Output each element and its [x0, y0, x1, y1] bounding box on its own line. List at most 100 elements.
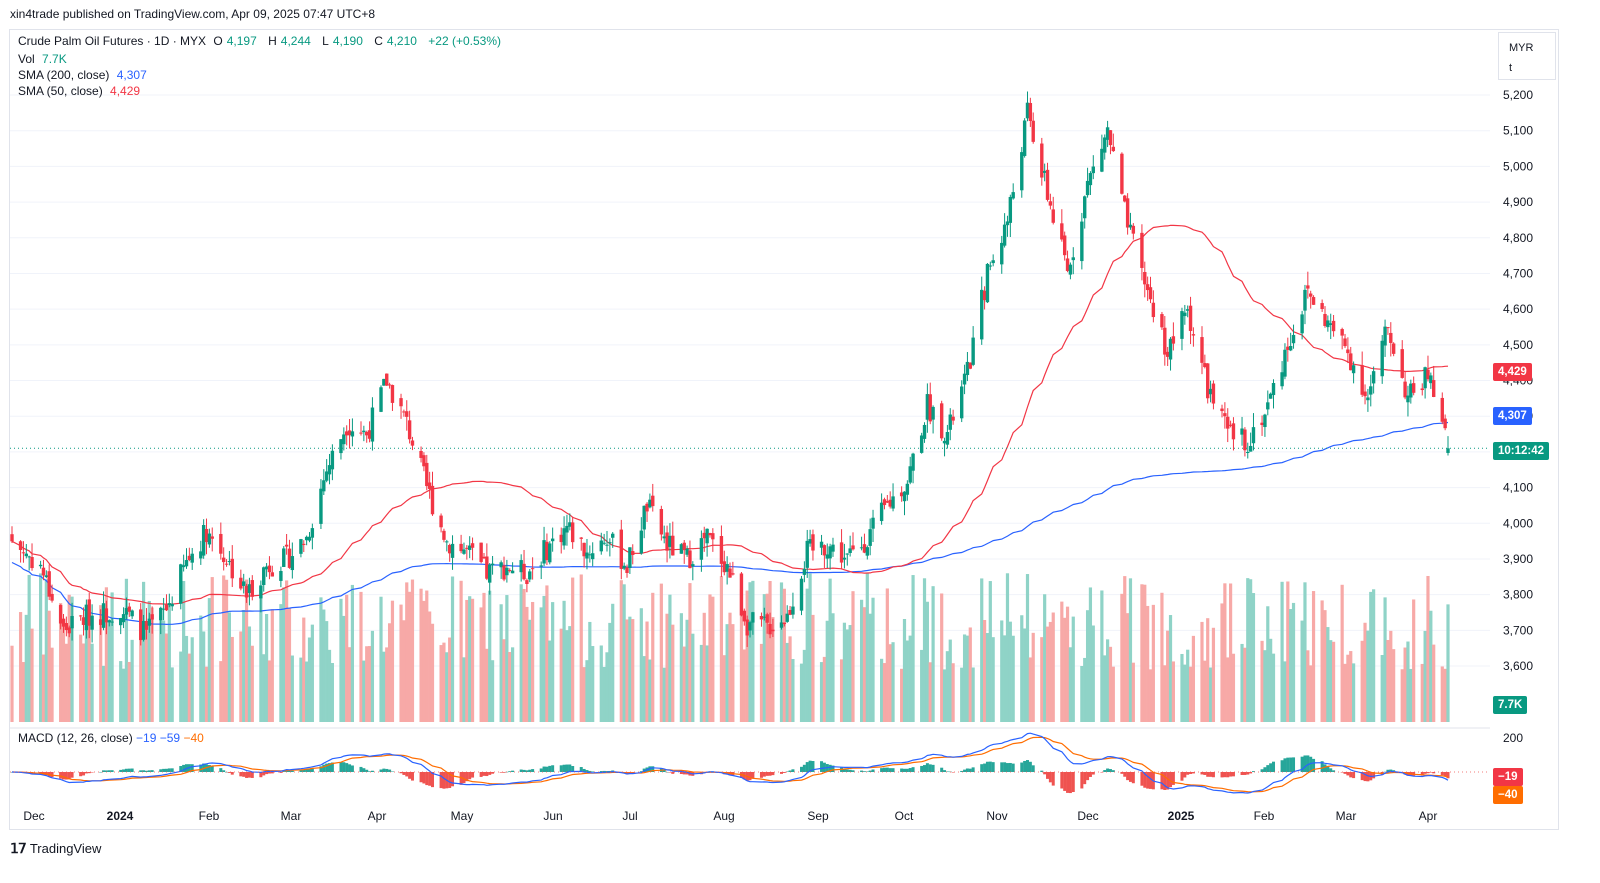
y-tick-label: 4,700: [1503, 266, 1533, 280]
volume-bar: [685, 619, 689, 722]
candle-body: [67, 627, 71, 634]
candle-body: [982, 290, 987, 301]
volume-bar: [425, 590, 429, 722]
candle-body: [888, 499, 892, 507]
volume-bar: [459, 580, 463, 722]
footer-brand[interactable]: 𝟣𝟩 TradingView: [10, 840, 101, 857]
volume-bar: [971, 667, 975, 722]
macd-histogram-bar: [1363, 772, 1367, 782]
volume-bar: [439, 645, 443, 722]
candle-body: [659, 508, 664, 535]
volume-bar: [39, 573, 43, 722]
macd-histogram-bar: [1432, 772, 1436, 774]
candle-body: [899, 492, 904, 497]
candle-body: [1366, 397, 1370, 401]
candle-body: [247, 584, 252, 593]
volume-bar: [47, 610, 51, 722]
candle-body: [739, 573, 744, 616]
volume-bar: [728, 612, 732, 722]
macd-histogram-bar: [1289, 757, 1293, 772]
macd-histogram-bar: [310, 768, 314, 772]
candle-body: [1286, 346, 1290, 350]
volume-bar: [925, 601, 929, 722]
volume-bar: [1040, 637, 1044, 722]
volume-bar: [130, 639, 134, 722]
volume-bar: [322, 609, 326, 722]
candle-body: [568, 522, 572, 527]
volume-bar: [545, 585, 549, 722]
candle-body: [1243, 429, 1247, 451]
volume-bar: [788, 636, 792, 722]
macd-histogram-bar: [1025, 760, 1029, 772]
macd-histogram-bar: [1106, 768, 1110, 772]
volume-bar: [419, 588, 423, 722]
volume-bar: [1000, 620, 1004, 722]
macd-legend[interactable]: MACD (12, 26, close) −19 −59 −40: [18, 731, 204, 745]
macd-histogram-bar: [1083, 772, 1087, 785]
sma50-price-badge: 4,429: [1493, 363, 1532, 381]
candle-body: [1351, 365, 1356, 374]
macd-histogram-bar: [385, 768, 389, 772]
macd-histogram-bar: [571, 766, 575, 772]
macd-histogram-bar: [370, 770, 374, 772]
volume-bar: [819, 662, 824, 722]
symbol-name[interactable]: Crude Palm Oil Futures · 1D · MYX: [18, 34, 207, 48]
candle-body: [822, 545, 827, 556]
macd-histogram-bar: [842, 768, 846, 772]
volume-bar: [1048, 621, 1052, 722]
volume-legend[interactable]: Vol 7.7K: [18, 52, 71, 66]
volume-bar: [1071, 616, 1075, 722]
volume-bar: [599, 645, 603, 722]
volume-bar: [448, 637, 452, 722]
volume-bar: [1166, 630, 1170, 722]
candle-body: [1223, 413, 1227, 417]
volume-bar: [811, 614, 815, 722]
candle-body: [1263, 414, 1267, 428]
macd-histogram-bar: [1171, 772, 1175, 785]
currency-selector[interactable]: MYR t: [1498, 32, 1556, 80]
volume-bar: [319, 597, 323, 722]
symbol-legend[interactable]: Crude Palm Oil Futures · 1D · MYX O 4,197…: [18, 34, 505, 48]
macd-histogram-bar: [1251, 771, 1255, 772]
sma200-legend[interactable]: SMA (200, close) 4,307: [18, 68, 151, 82]
macd-histogram-bar: [182, 764, 186, 772]
volume-bar: [428, 611, 432, 722]
volume-bar: [868, 613, 872, 722]
volume-bar: [1320, 600, 1324, 722]
volume-bar: [405, 582, 409, 722]
volume-bar: [1068, 647, 1073, 722]
candle-body: [24, 553, 29, 557]
volume-bar: [342, 615, 346, 722]
macd-histogram-bar: [923, 765, 927, 772]
volume-bar: [139, 616, 143, 722]
candle-body: [579, 537, 583, 539]
candle-body: [602, 542, 606, 544]
volume-bar: [1249, 579, 1253, 722]
volume-bar: [81, 643, 86, 722]
macd-histogram-bar: [908, 768, 912, 772]
macd-histogram-bar: [865, 771, 869, 772]
volume-bar: [264, 613, 269, 722]
candle-body: [1429, 375, 1433, 384]
macd-histogram-bar: [1383, 771, 1387, 773]
close-label: C: [374, 34, 383, 48]
macd-histogram-bar: [1103, 770, 1107, 772]
candle-body: [1105, 127, 1110, 140]
volume-bar: [290, 655, 294, 722]
sma50-legend[interactable]: SMA (50, close) 4,429: [18, 84, 144, 98]
volume-bar: [1028, 657, 1032, 722]
macd-histogram-bar: [388, 769, 392, 772]
volume-bar: [1148, 669, 1153, 722]
volume-bar: [582, 667, 586, 722]
candle-body: [190, 553, 194, 563]
volume-bar: [625, 619, 629, 722]
macd-histogram-bar: [1166, 772, 1170, 790]
volume-bar: [1269, 638, 1273, 722]
volume-bar: [1191, 635, 1196, 722]
volume-bar: [1206, 618, 1210, 722]
x-tick-label: Oct: [895, 809, 914, 823]
candle-body: [550, 538, 555, 542]
candle-body: [159, 607, 163, 621]
macd-histogram-bar: [1229, 772, 1233, 777]
